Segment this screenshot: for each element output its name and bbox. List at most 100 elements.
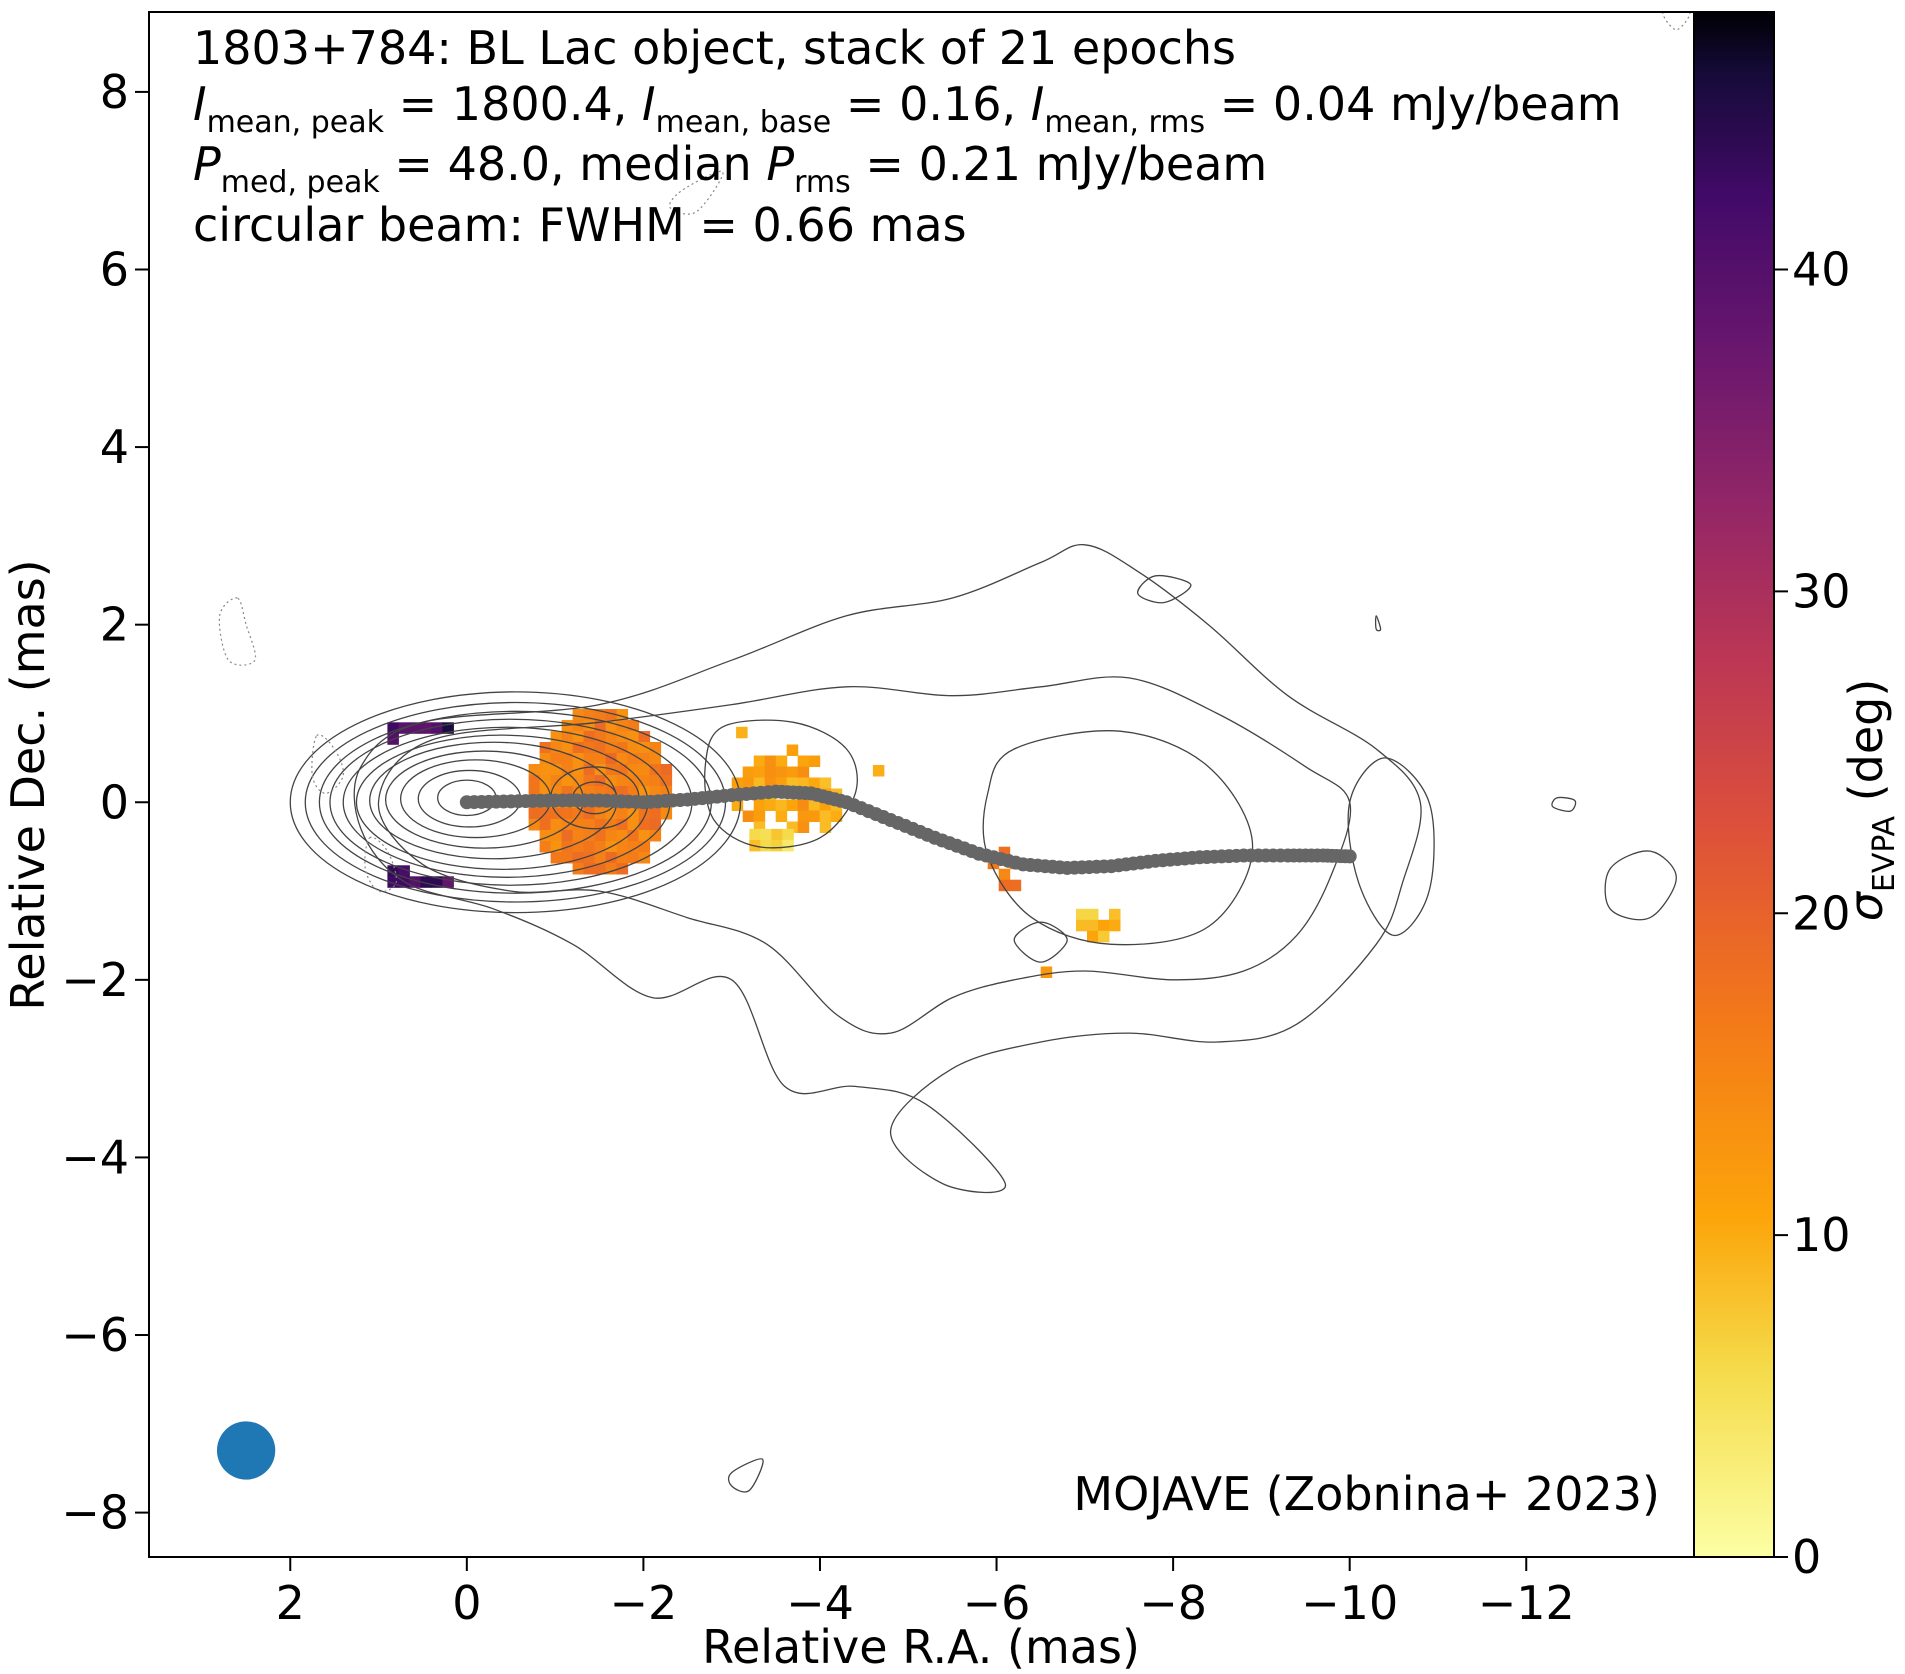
evpa-pixel xyxy=(797,755,810,767)
evpa-pixel xyxy=(786,799,799,811)
y-tick-label: −8 xyxy=(61,1486,129,1540)
evpa-pixel xyxy=(572,841,585,853)
evpa-pixel xyxy=(627,742,640,754)
evpa-pixel xyxy=(627,753,640,765)
intensity-contour xyxy=(1013,921,1068,963)
evpa-pixel xyxy=(1098,930,1110,943)
evpa-pixel xyxy=(638,819,651,831)
evpa-blob xyxy=(1076,908,1121,943)
evpa-pixel xyxy=(638,742,651,754)
evpa-pixel xyxy=(605,731,618,743)
evpa-pixel xyxy=(528,786,541,798)
evpa-pixel xyxy=(627,775,640,787)
evpa-pixel xyxy=(583,819,596,831)
y-axis-label: Relative Dec. (mas) xyxy=(1,559,55,1010)
evpa-pixel xyxy=(605,863,618,875)
evpa-pixel xyxy=(572,863,585,875)
evpa-pixel xyxy=(627,720,640,732)
evpa-pixel xyxy=(638,753,651,765)
evpa-pixel xyxy=(561,764,574,776)
evpa-pixel xyxy=(660,786,673,798)
evpa-pixel xyxy=(760,839,772,852)
evpa-pixel xyxy=(649,819,662,831)
evpa-pixel xyxy=(760,828,772,841)
evpa-pixel xyxy=(764,766,777,778)
evpa-pixel xyxy=(539,830,552,842)
evpa-pixel xyxy=(771,839,783,852)
negative-contour xyxy=(311,734,345,795)
evpa-pixel xyxy=(561,808,574,820)
evpa-pixel xyxy=(594,764,607,776)
colorbar: 0 10 20 30 40 σEVPA (deg) xyxy=(1693,11,1902,1584)
evpa-pixel xyxy=(561,830,574,842)
evpa-pixel xyxy=(616,863,629,875)
evpa-pixel xyxy=(583,830,596,842)
evpa-pixel xyxy=(775,755,788,767)
evpa-pixel xyxy=(550,852,563,864)
y-tick-label: 6 xyxy=(100,243,129,297)
intensity-contour xyxy=(1604,850,1677,921)
evpa-pixel xyxy=(572,786,585,798)
y-tick-label: −4 xyxy=(61,1130,129,1184)
evpa-pixel xyxy=(420,876,432,888)
evpa-pixel xyxy=(742,777,755,789)
evpa-pixel xyxy=(872,765,885,777)
y-tick-label: 4 xyxy=(100,420,129,474)
ridgeline-layer xyxy=(459,784,1357,875)
evpa-pixel xyxy=(1109,919,1121,932)
negative-contour xyxy=(668,170,724,215)
evpa-pixel xyxy=(594,775,607,787)
x-tick-label: −2 xyxy=(609,1576,677,1630)
evpa-pixel xyxy=(616,753,629,765)
evpa-pixel xyxy=(572,709,585,721)
evpa-pixel xyxy=(583,852,596,864)
evpa-pixel xyxy=(786,821,799,833)
evpa-blob xyxy=(736,726,748,739)
evpa-pixel xyxy=(749,828,761,841)
evpa-pixel xyxy=(808,777,821,789)
evpa-pixel xyxy=(594,841,607,853)
x-tick-label: −8 xyxy=(1139,1576,1207,1630)
evpa-pixel xyxy=(998,846,1011,859)
evpa-pixel xyxy=(627,786,640,798)
evpa-pixel xyxy=(638,830,651,842)
credit-label: MOJAVE (Zobnina+ 2023) xyxy=(1073,1467,1660,1521)
evpa-pixel xyxy=(1087,930,1099,943)
evpa-pixel xyxy=(782,828,794,841)
evpa-pixel xyxy=(387,722,399,734)
evpa-pixel xyxy=(649,764,662,776)
evpa-pixel xyxy=(627,841,640,853)
intensity-contour xyxy=(727,1458,764,1493)
evpa-pixel xyxy=(819,821,832,833)
evpa-pixel xyxy=(1076,919,1088,932)
evpa-pixel xyxy=(742,810,755,822)
evpa-pixel xyxy=(387,876,399,888)
evpa-pixel xyxy=(998,868,1011,881)
evpa-pixel xyxy=(539,753,552,765)
evpa-pixel xyxy=(786,777,799,789)
evpa-pixel xyxy=(1076,908,1088,921)
negative-contour xyxy=(218,597,257,666)
colorbar-tick-label: 0 xyxy=(1792,1530,1821,1584)
evpa-blob xyxy=(872,765,885,777)
evpa-pixel xyxy=(539,786,552,798)
evpa-pixel xyxy=(771,828,783,841)
x-tick-label: −6 xyxy=(963,1576,1031,1630)
evpa-pixel xyxy=(764,777,777,789)
evpa-pixel xyxy=(627,764,640,776)
evpa-pixel xyxy=(528,819,541,831)
evpa-pixel xyxy=(638,731,651,743)
evpa-pixel xyxy=(442,722,454,734)
evpa-pixel xyxy=(649,742,662,754)
evpa-pixel xyxy=(539,764,552,776)
evpa-pixel xyxy=(616,775,629,787)
evpa-pixel xyxy=(616,786,629,798)
evpa-pixel xyxy=(649,775,662,787)
evpa-pixel xyxy=(387,865,399,877)
evpa-pixel xyxy=(605,786,618,798)
colorbar-tick-label: 10 xyxy=(1792,1208,1851,1262)
evpa-pixel xyxy=(594,753,607,765)
evpa-pixel xyxy=(409,876,421,888)
evpa-pixel xyxy=(764,755,777,767)
evpa-pixel xyxy=(528,764,541,776)
